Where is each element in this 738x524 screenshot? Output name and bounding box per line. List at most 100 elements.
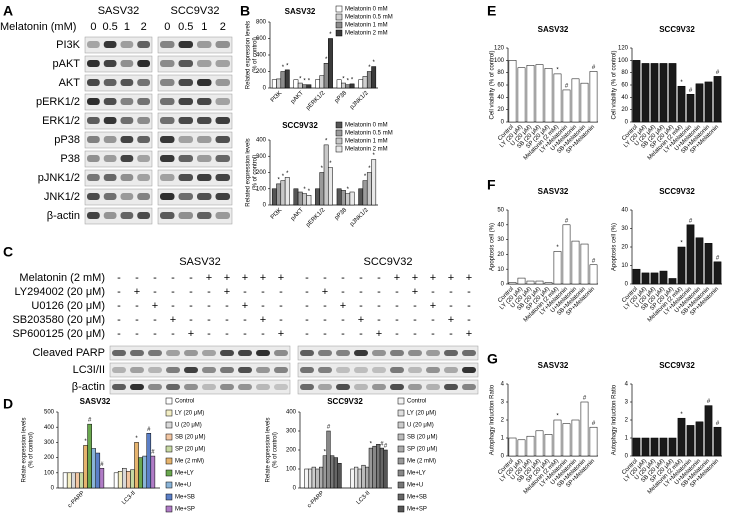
blot-band [178, 212, 193, 219]
y-tick-label: 40 [621, 208, 628, 214]
significance-mark: # [592, 65, 596, 71]
blot-band [120, 193, 134, 200]
chart-title: SCC9V32 [659, 187, 695, 196]
bar [122, 467, 127, 489]
bar [535, 64, 544, 123]
bar [306, 195, 312, 206]
blot-strip [157, 150, 233, 168]
legend-swatch [335, 129, 343, 137]
bar [146, 433, 152, 489]
legend-label: Me+SB [407, 495, 427, 501]
blot-band [215, 60, 230, 67]
blot-band [238, 367, 252, 373]
bar [544, 282, 553, 285]
blot-strip [84, 169, 153, 187]
significance-mark: * [303, 78, 306, 84]
legend-swatch [397, 397, 405, 405]
treatment-sign: - [377, 272, 381, 284]
y-tick-label: 4 [501, 382, 505, 388]
blot-band [256, 367, 270, 373]
legend-label: Me+U [407, 483, 423, 489]
blot-band [390, 367, 404, 373]
blot-band [197, 60, 212, 67]
y-tick-label: 10 [621, 263, 628, 269]
blot-band [444, 350, 458, 356]
x-tick-label: pP38 [334, 207, 349, 222]
treatment-sign: - [117, 300, 121, 312]
blot-band [178, 98, 193, 105]
bar [138, 457, 143, 489]
bar [535, 280, 544, 285]
legend-swatch [165, 433, 173, 441]
treatment-label: U0126 (20 μM) [31, 300, 105, 312]
bar [315, 79, 320, 89]
bar [142, 455, 147, 489]
blot-band [462, 367, 476, 373]
treatment-sign: + [260, 272, 266, 284]
bar [83, 445, 88, 489]
blot-band [215, 117, 230, 124]
blot-strip [157, 112, 233, 130]
significance-mark: * [680, 80, 683, 86]
treatment-sign: - [413, 300, 417, 312]
bar [293, 79, 299, 89]
legend-label: SP (20 μM) [407, 447, 437, 453]
y-tick-label: 120 [494, 46, 505, 52]
y-tick-label: 0 [625, 120, 629, 126]
blot-strip [297, 362, 479, 378]
protein-label: pAKT [52, 58, 80, 70]
blot-band [426, 367, 440, 373]
legend-label: Me+SB [175, 495, 195, 501]
legend-swatch [165, 397, 173, 405]
treatment-sign: - [467, 286, 471, 298]
legend-swatch [397, 445, 405, 453]
protein-label: AKT [59, 77, 81, 89]
bar [315, 468, 320, 489]
y-axis-label: Related expression levels [246, 21, 252, 89]
treatment-sign: + [394, 272, 400, 284]
chart-title: SASV32 [285, 7, 316, 16]
bar [358, 79, 364, 89]
blot-band [137, 174, 150, 181]
treatment-sign: - [413, 314, 417, 326]
y-axis-label: Cell viability (% of control) [612, 50, 618, 119]
blot-band [215, 79, 230, 86]
y-tick-label: 500 [44, 410, 55, 416]
significance-mark: # [716, 70, 720, 76]
blot-strip [84, 74, 153, 92]
bar [284, 69, 290, 89]
blot-band [372, 367, 386, 373]
treatment-sign: - [341, 286, 345, 298]
y-tick-label: 80 [621, 70, 628, 76]
legend-swatch [335, 145, 343, 153]
bar [322, 455, 327, 489]
protein-label: PI3K [56, 39, 81, 51]
treatment-sign: - [279, 314, 283, 326]
bar [271, 79, 277, 89]
legend-label: SB (20 μM) [175, 435, 205, 441]
protein-label: pERK1/2 [36, 96, 80, 108]
treatment-sign: + [430, 300, 436, 312]
blot-strip [157, 74, 233, 92]
blot-band [336, 367, 350, 373]
y-axis-label: (% of control) [253, 37, 259, 73]
legend-label: Me+U [175, 483, 191, 489]
significance-mark: # [380, 442, 384, 448]
treatment-sign: - [243, 328, 247, 340]
panel-label: F [487, 177, 496, 193]
y-tick-label: 20 [621, 107, 628, 113]
bar [366, 71, 372, 89]
treatment-sign: - [431, 328, 435, 340]
x-tick-label: pJNK1/2 [349, 207, 370, 228]
blot-band [444, 367, 458, 373]
treatment-sign: + [412, 272, 418, 284]
dose-label: 2 [141, 21, 147, 33]
blot-band [178, 41, 193, 48]
blot-band [112, 350, 126, 356]
bar [341, 82, 346, 89]
treatment-sign: - [135, 314, 139, 326]
protein-label: ERK1/2 [42, 115, 80, 127]
significance-mark: * [308, 78, 311, 84]
significance-mark: # [100, 462, 104, 468]
bar [686, 224, 695, 285]
